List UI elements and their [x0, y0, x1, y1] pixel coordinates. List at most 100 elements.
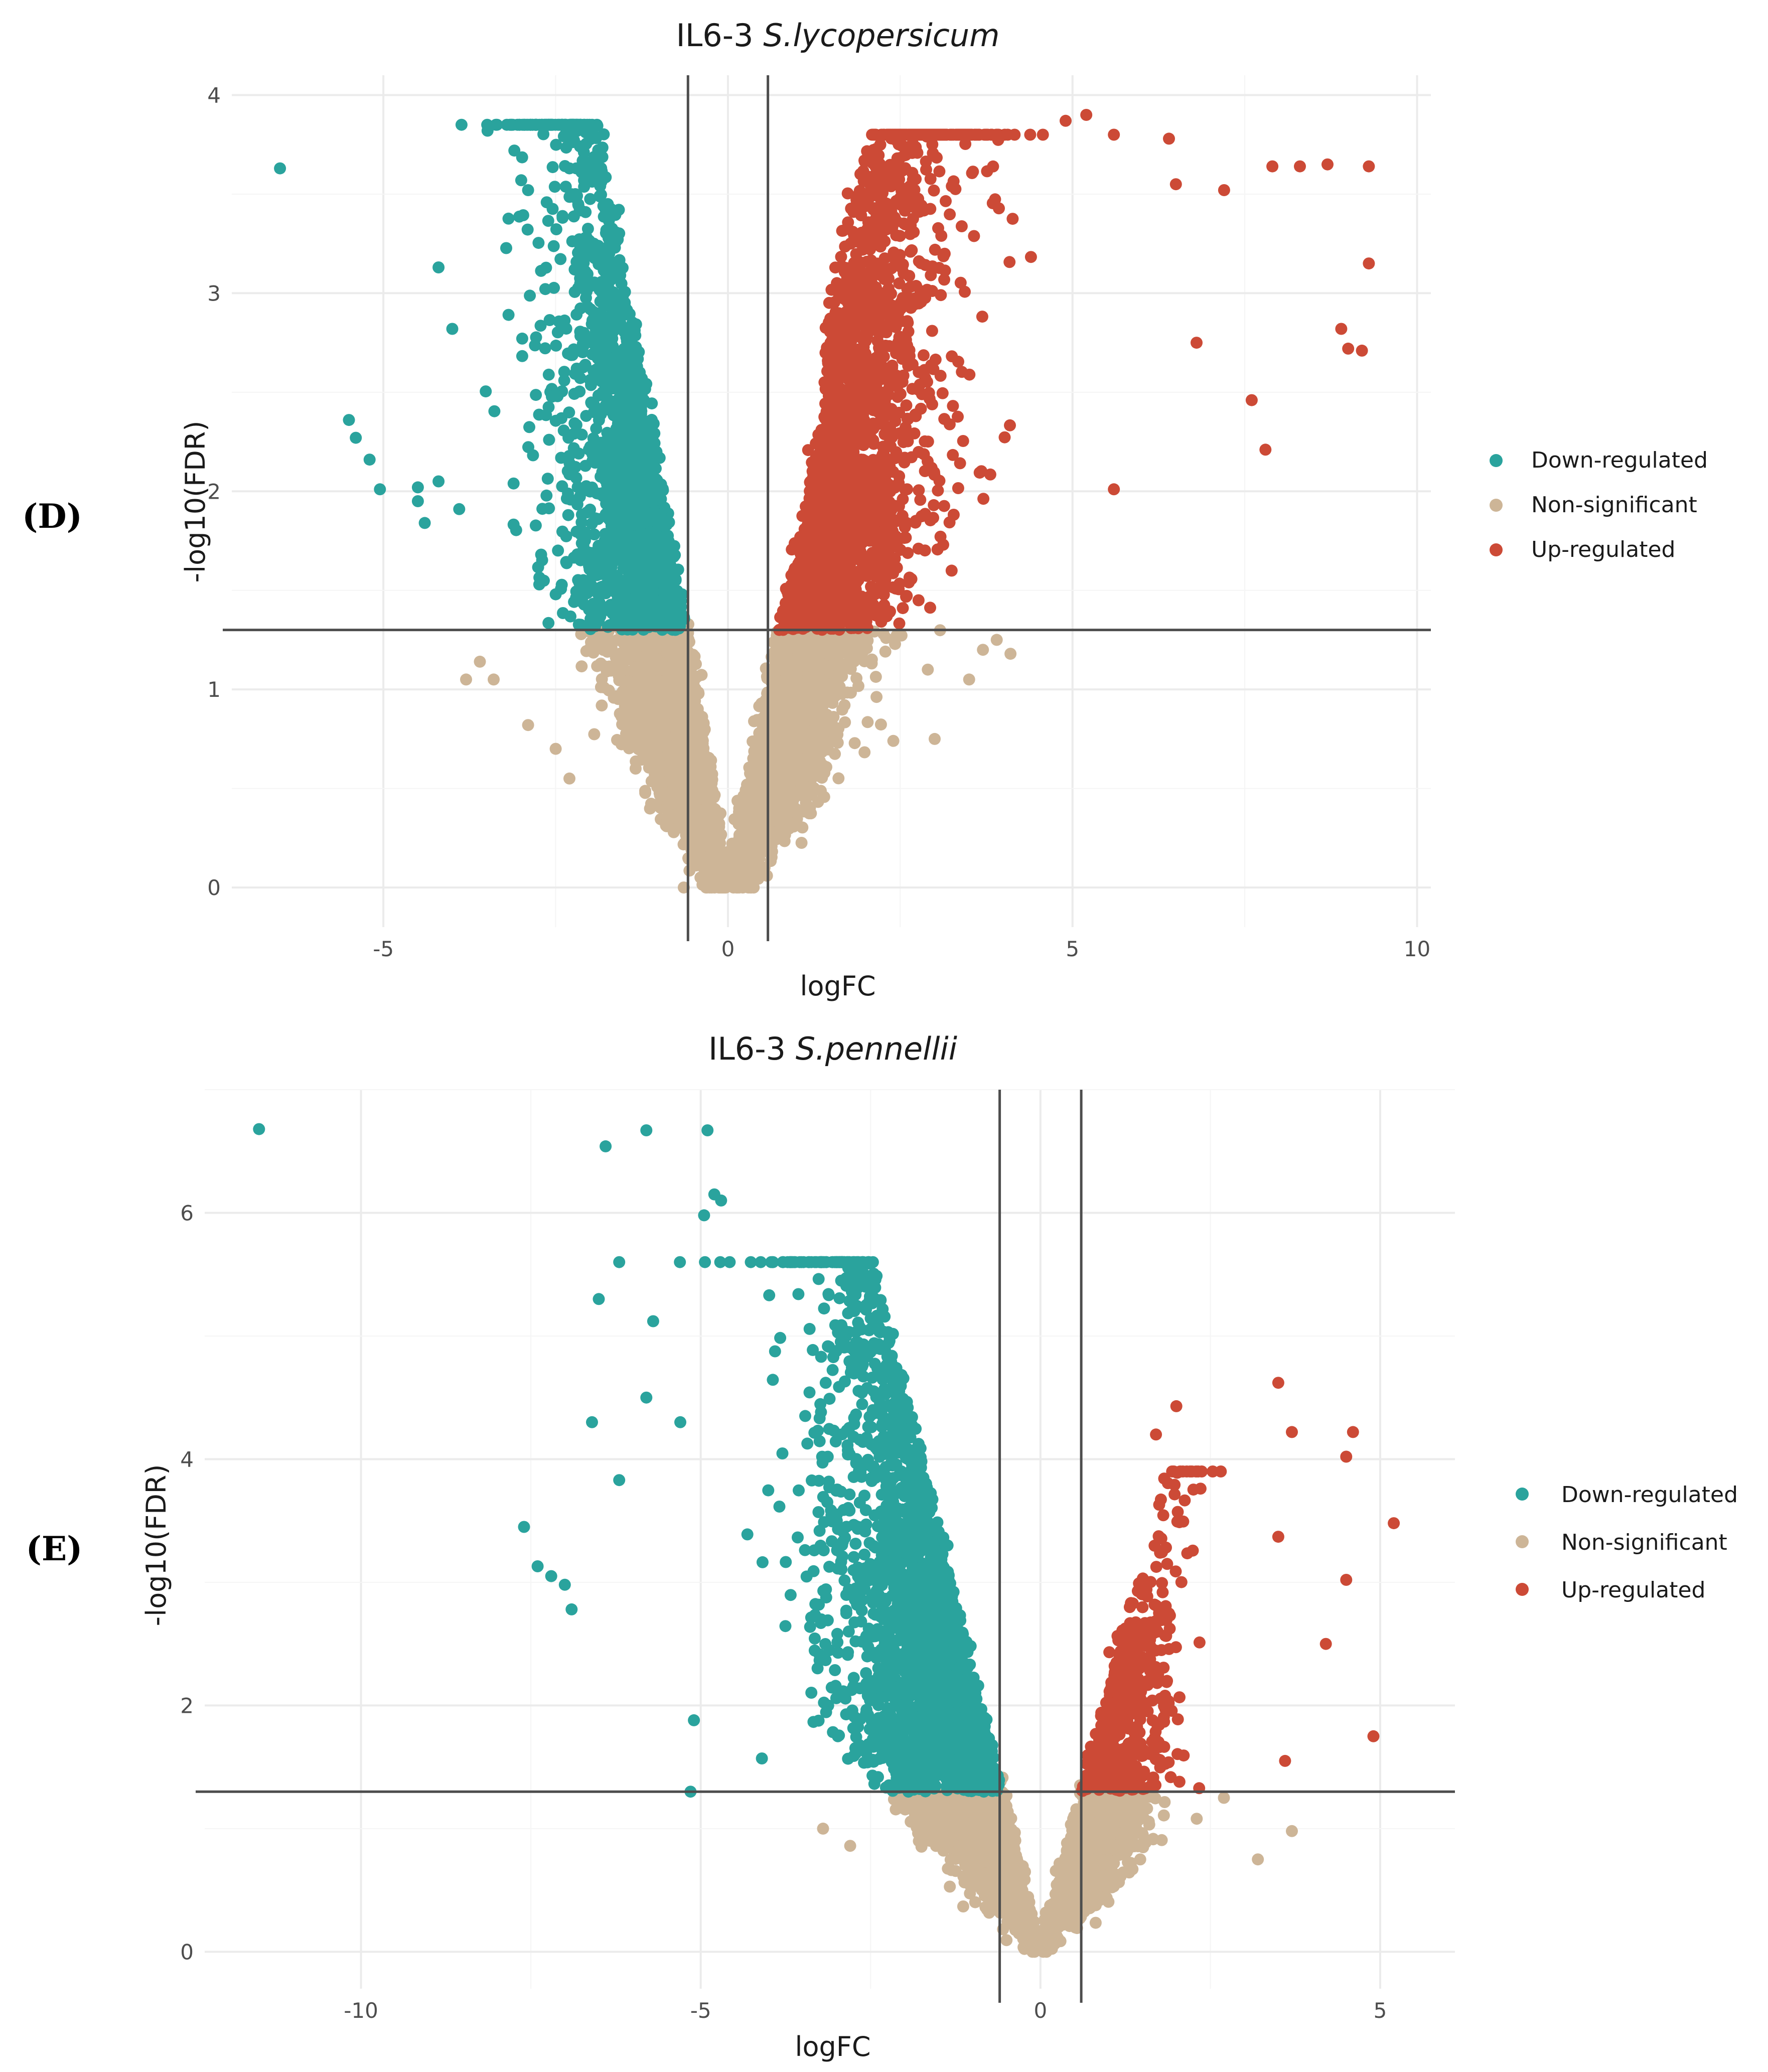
point-ns — [807, 669, 819, 682]
point-ns — [874, 718, 887, 731]
point-ns — [669, 823, 682, 835]
point-ns — [748, 715, 760, 727]
point-ns — [838, 699, 851, 711]
point-ns — [798, 643, 810, 655]
point-down — [535, 264, 547, 277]
point-ns — [665, 788, 678, 800]
point-ns — [656, 675, 669, 688]
point-ns — [615, 738, 628, 751]
point-ns — [852, 680, 864, 692]
point-ns — [643, 668, 656, 681]
point-ns — [656, 728, 668, 741]
point-ns — [746, 768, 759, 781]
point-ns — [705, 754, 717, 767]
point-down — [585, 614, 598, 626]
point-ns — [716, 881, 729, 894]
point-ns — [858, 655, 871, 668]
point-ns — [674, 723, 686, 735]
point-down — [546, 161, 559, 174]
point-down — [551, 390, 564, 402]
point-ns — [740, 802, 753, 814]
point-ns — [617, 685, 629, 698]
point-down — [564, 610, 576, 623]
point-down — [548, 281, 560, 294]
point-ns — [795, 837, 808, 849]
point-ns — [645, 798, 657, 810]
point-ns — [522, 719, 534, 731]
point-down — [581, 223, 594, 235]
point-ns — [488, 673, 500, 686]
point-down — [586, 455, 599, 467]
point-ns — [684, 686, 697, 698]
point-ns — [753, 758, 765, 770]
point-down — [568, 263, 581, 276]
point-ns — [701, 839, 713, 851]
point-ns — [702, 787, 714, 800]
point-ns — [821, 708, 833, 721]
point-ns — [709, 803, 721, 816]
point-down — [549, 414, 562, 427]
point-down — [607, 464, 620, 476]
point-down — [592, 557, 605, 570]
point-ns — [716, 854, 729, 867]
point-down — [556, 480, 568, 493]
point-down — [488, 405, 501, 417]
point-down — [544, 118, 557, 131]
point-down — [548, 181, 561, 193]
point-ns — [671, 649, 683, 661]
point-ns — [675, 745, 687, 758]
point-down — [641, 485, 653, 497]
point-ns — [839, 637, 851, 650]
point-down — [554, 253, 567, 265]
point-ns — [670, 813, 683, 825]
point-ns — [781, 792, 794, 804]
point-down — [540, 489, 553, 502]
point-ns — [737, 879, 750, 892]
point-down — [502, 309, 515, 321]
point-ns — [793, 725, 806, 737]
point-ns — [781, 781, 794, 793]
point-down — [502, 212, 515, 225]
point-ns — [639, 787, 652, 799]
point-ns — [818, 791, 830, 803]
point-ns — [704, 824, 716, 837]
point-ns — [669, 712, 681, 725]
point-down — [533, 578, 545, 590]
point-ns — [768, 646, 781, 658]
point-ns — [689, 825, 701, 837]
point-ns — [857, 645, 870, 657]
point-down — [516, 350, 528, 362]
point-down — [561, 465, 574, 477]
point-ns — [870, 691, 883, 703]
point-down — [584, 374, 597, 386]
point-down — [524, 289, 536, 302]
point-down — [562, 347, 574, 360]
point-down — [507, 477, 520, 490]
point-down — [611, 366, 623, 378]
point-ns — [696, 860, 708, 872]
point-ns — [663, 693, 675, 706]
point-down — [601, 275, 614, 288]
point-down — [644, 416, 657, 428]
point-ns — [756, 779, 768, 792]
point-ns — [725, 871, 738, 883]
point-ns — [575, 660, 588, 673]
point-down — [587, 406, 600, 418]
point-down — [627, 388, 639, 401]
point-down — [481, 124, 494, 137]
point-ns — [832, 772, 845, 785]
point-down — [558, 374, 570, 387]
point-down — [547, 240, 560, 252]
point-down — [575, 508, 588, 521]
point-ns — [601, 646, 614, 658]
point-down — [500, 242, 512, 254]
point-down — [567, 442, 580, 455]
point-down — [570, 309, 583, 321]
point-down — [513, 118, 526, 131]
point-down — [574, 140, 586, 153]
point-ns — [963, 673, 975, 686]
point-ns — [977, 644, 989, 656]
point-down — [557, 424, 570, 437]
point-down — [529, 519, 542, 532]
